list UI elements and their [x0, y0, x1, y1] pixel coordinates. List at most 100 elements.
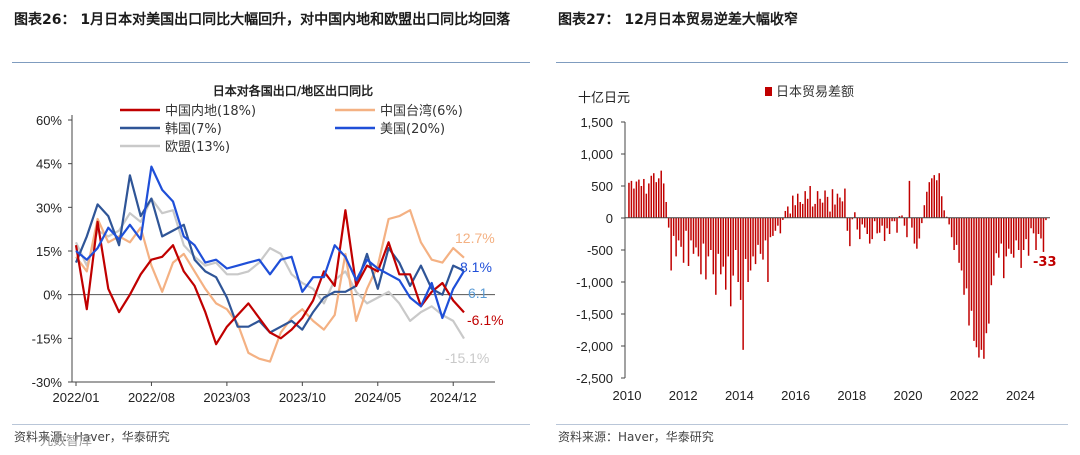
trade-balance-bar	[794, 205, 796, 218]
trade-balance-bar	[799, 202, 801, 218]
trade-balance-bar	[866, 218, 868, 234]
trade-balance-bar	[1027, 218, 1030, 256]
trade-balance-bar	[921, 218, 923, 224]
trade-balance-bar	[911, 218, 913, 228]
trade-balance-bar	[680, 218, 682, 247]
left-legend-label: 美国(20%)	[380, 122, 445, 137]
left-x-tick-label: 2022/08	[128, 390, 175, 405]
trade-balance-bar	[1032, 218, 1035, 234]
trade-balance-bar	[700, 218, 702, 275]
trade-balance-bar	[1025, 218, 1027, 240]
trade-balance-bar	[888, 218, 891, 234]
trade-balance-bar	[777, 218, 779, 226]
trade-balance-bar	[908, 180, 911, 218]
trade-balance-bar	[662, 183, 665, 218]
trade-balance-bar	[955, 218, 958, 245]
right-x-tick-label: 2018	[837, 388, 866, 403]
trade-balance-bar	[722, 218, 725, 267]
trade-balance-bar	[796, 193, 799, 218]
left-y-tick-label: -15%	[32, 331, 63, 346]
trade-balance-bar	[1005, 218, 1007, 257]
trade-balance-bar	[983, 218, 985, 359]
trade-balance-bar	[792, 195, 794, 218]
trade-balance-bar	[826, 196, 829, 218]
trade-balance-bar	[727, 218, 729, 257]
trade-balance-bar	[754, 218, 757, 265]
left-x-tick-label: 2023/10	[279, 390, 326, 405]
trade-balance-bar	[638, 179, 640, 218]
right-y-tick-label: -1,000	[576, 275, 613, 290]
trade-balance-bar	[923, 205, 926, 218]
trade-balance-bar	[931, 178, 933, 218]
trade-balance-bar	[856, 218, 859, 230]
right-y-tick-label: -500	[587, 243, 613, 258]
left-source-note: 资料来源：Haver，华泰研究	[14, 430, 170, 444]
trade-balance-bar	[935, 180, 938, 218]
trade-balance-bar	[864, 218, 866, 228]
left-legend-label: 欧盟(13%)	[165, 140, 230, 155]
trade-balance-bar	[782, 218, 784, 220]
right-y-tick-label: -2,500	[576, 371, 613, 386]
right-end-value-label: -33	[1033, 255, 1057, 270]
trade-balance-bar	[801, 203, 804, 218]
trade-balance-bar	[747, 218, 749, 282]
trade-balance-bar	[903, 218, 906, 226]
trade-balance-bar	[1012, 218, 1015, 258]
trade-balance-bar	[1003, 218, 1005, 279]
trade-balance-bar	[1000, 218, 1003, 244]
trade-balance-bar	[1020, 218, 1022, 268]
trade-balance-bar	[998, 218, 1000, 258]
trade-balance-bar	[970, 218, 973, 311]
right-title-rule	[556, 62, 1068, 63]
trade-balance-bar	[950, 218, 953, 238]
trade-balance-bar	[896, 218, 898, 233]
trade-balance-bar	[973, 218, 975, 341]
trade-balance-bar	[757, 218, 759, 245]
right-y-tick-label: 1,500	[580, 115, 613, 130]
left-y-tick-label: 30%	[36, 200, 62, 215]
trade-balance-bar	[980, 218, 983, 350]
trade-balance-bar	[705, 218, 707, 280]
trade-balance-bar	[953, 218, 955, 250]
trade-balance-bar	[630, 180, 633, 218]
trade-balance-bar	[665, 202, 667, 218]
left-x-tick-label: 2023/03	[203, 390, 250, 405]
left-panel-title: 图表26： 1月日本对美国出口同比大幅回升，对中国内地和欧盟出口同比均回落	[14, 12, 511, 28]
right-y-tick-label: 1,000	[580, 147, 613, 162]
right-legend-label: 日本贸易差额	[776, 85, 854, 100]
trade-balance-bar	[806, 198, 809, 218]
left-end-label: 12.7%	[455, 230, 495, 246]
right-y-tick-label: -2,000	[576, 339, 613, 354]
trade-balance-bar	[767, 218, 769, 282]
trade-balance-bar	[886, 218, 888, 229]
left-y-tick-label: 45%	[36, 157, 62, 172]
trade-balance-bar	[789, 213, 792, 218]
trade-balance-bar	[963, 218, 965, 295]
left-bottom-rule	[12, 424, 530, 425]
right-panel-title: 图表27： 12月日本贸易逆差大幅收窄	[558, 12, 798, 28]
trade-balance-bar	[784, 210, 787, 218]
trade-balance-bar	[769, 218, 772, 238]
trade-balance-bar	[650, 175, 653, 218]
trade-balance-bar	[819, 198, 821, 218]
trade-balance-bar	[948, 218, 950, 225]
trade-balance-bar	[831, 189, 834, 218]
trade-balance-bar	[841, 201, 844, 218]
trade-balance-bar	[702, 218, 705, 244]
trade-balance-bar	[958, 218, 960, 263]
trade-balance-bar	[667, 218, 670, 228]
left-y-tick-label: -30%	[32, 375, 63, 390]
left-chart-title: 日本对各国出口/地区出口同比	[213, 83, 373, 98]
trade-balance-bar	[1010, 218, 1012, 254]
trade-balance-bar	[720, 218, 722, 275]
left-line-chart: 日本对各国出口/地区出口同比 -30% -15% 0% 15% 30% 45% 60% 20…	[32, 83, 504, 405]
trade-balance-bar	[710, 218, 712, 250]
right-x-tick-label: 2022	[950, 388, 979, 403]
trade-balance-bar	[918, 218, 921, 239]
trade-balance-bar	[804, 191, 806, 218]
trade-balance-bar	[995, 218, 998, 254]
trade-balance-bar	[978, 218, 980, 358]
trade-balance-bar	[633, 188, 635, 218]
trade-balance-bar	[764, 218, 767, 241]
trade-balance-bar	[715, 218, 717, 295]
